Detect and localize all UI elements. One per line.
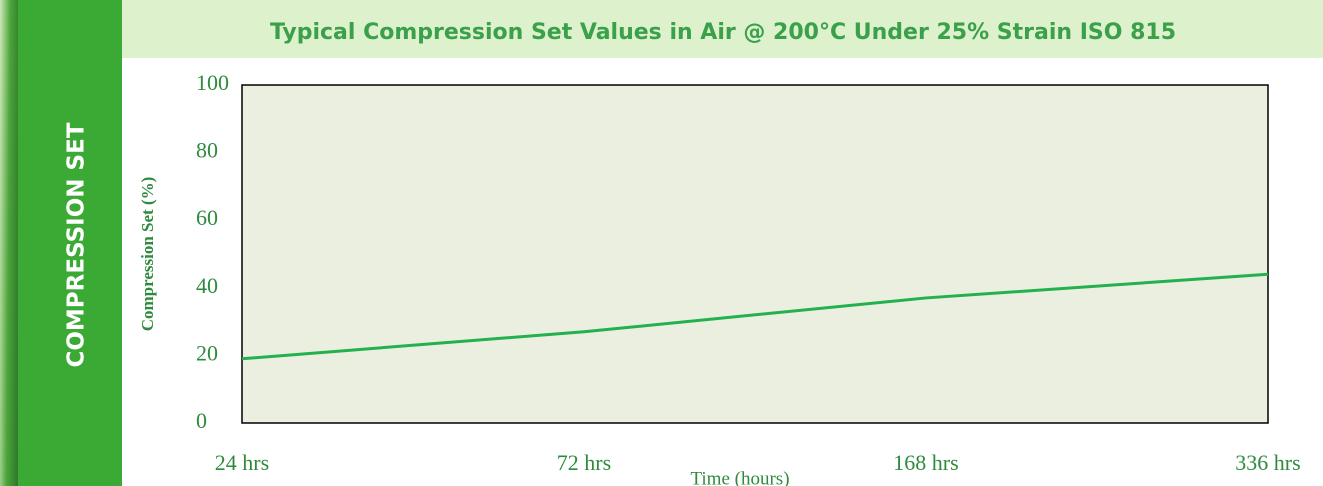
page: COMPRESSION SET Typical Compression Set …	[0, 0, 1323, 486]
x-tick-label: 24 hrs	[215, 450, 269, 475]
x-axis-label: Time (hours)	[690, 468, 789, 486]
y-tick-label: 60	[196, 205, 218, 230]
y-tick-label: 80	[196, 138, 218, 163]
y-axis-label: Compression Set (%)	[138, 177, 157, 332]
y-tick-label: 40	[196, 273, 218, 298]
decor-strip	[0, 0, 20, 486]
sidebar-label: COMPRESSION SET	[64, 122, 90, 367]
y-tick-label: 100	[196, 70, 229, 95]
x-tick-label: 336 hrs	[1235, 450, 1300, 475]
screen: COMPRESSION SET Typical Compression Set …	[0, 0, 1323, 486]
plot-area	[242, 85, 1268, 423]
chart-title: Typical Compression Set Values in Air @ …	[270, 20, 1176, 45]
x-tick-label: 168 hrs	[893, 450, 958, 475]
x-tick-label: 72 hrs	[557, 450, 611, 475]
y-tick-label: 20	[196, 340, 218, 365]
y-tick-label: 0	[196, 408, 207, 433]
